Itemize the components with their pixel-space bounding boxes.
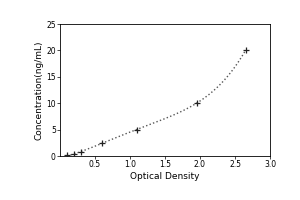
- Y-axis label: Concentration(ng/mL): Concentration(ng/mL): [34, 40, 43, 140]
- X-axis label: Optical Density: Optical Density: [130, 172, 200, 181]
